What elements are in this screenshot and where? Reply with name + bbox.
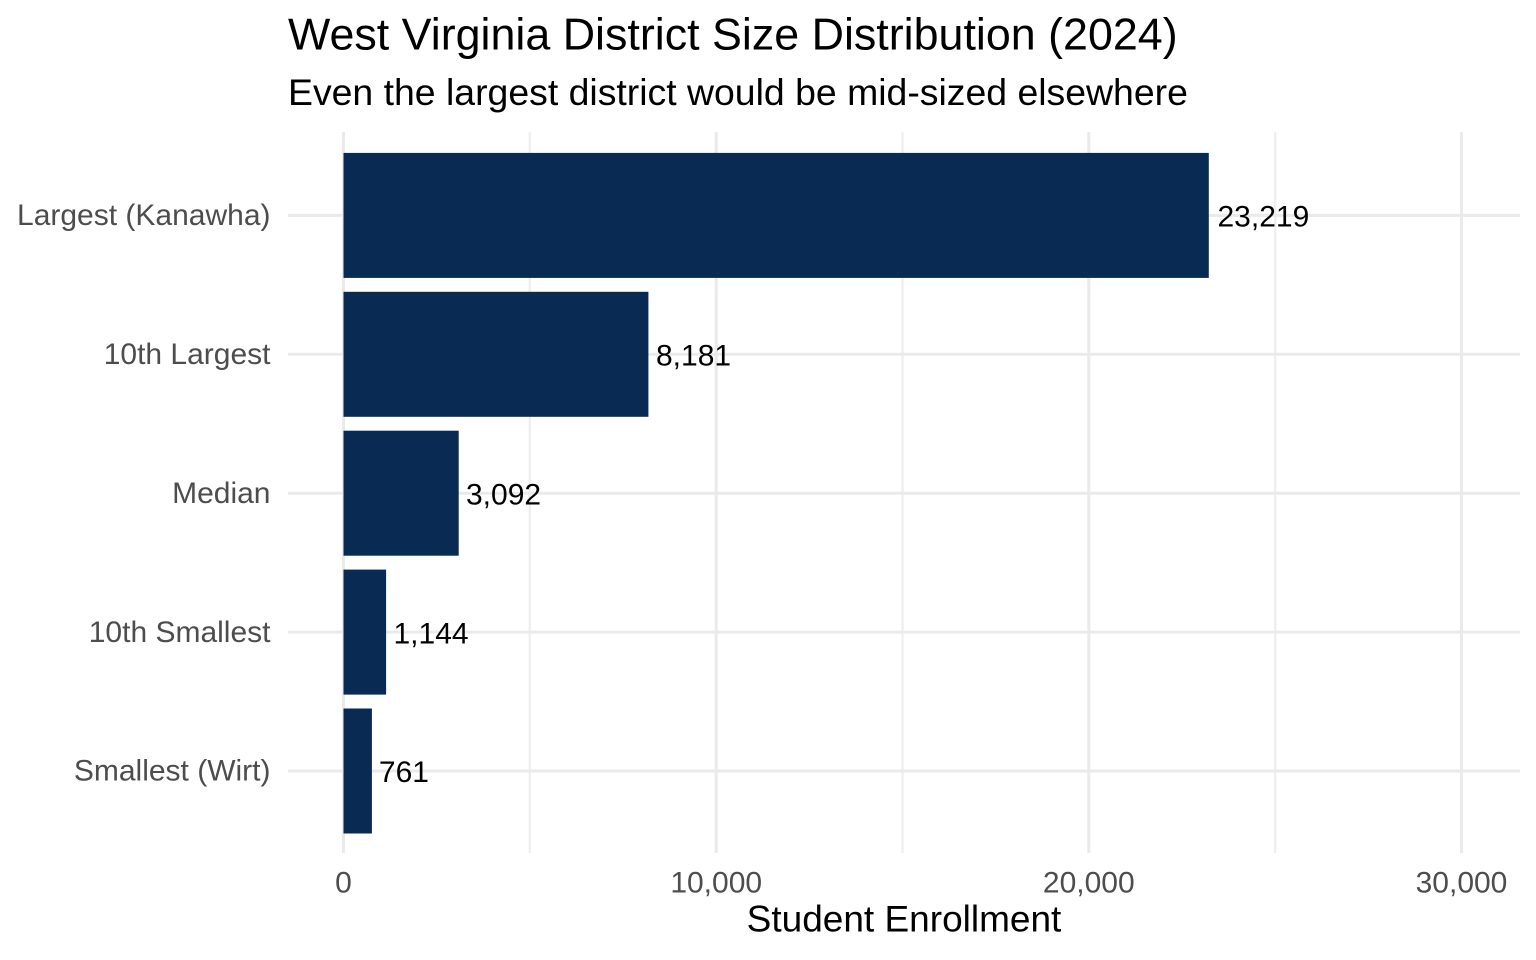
svg-text:10,000: 10,000 bbox=[670, 867, 762, 900]
svg-text:West Virginia District Size Di: West Virginia District Size Distribution… bbox=[288, 10, 1178, 60]
svg-text:8,181: 8,181 bbox=[656, 340, 731, 373]
svg-text:Median: Median bbox=[172, 477, 270, 510]
svg-text:20,000: 20,000 bbox=[1043, 867, 1135, 900]
svg-text:23,219: 23,219 bbox=[1218, 201, 1310, 234]
svg-text:Even the largest district woul: Even the largest district would be mid-s… bbox=[288, 71, 1188, 113]
svg-text:Largest (Kanawha): Largest (Kanawha) bbox=[17, 199, 270, 232]
svg-text:1,144: 1,144 bbox=[394, 617, 469, 650]
svg-text:Smallest (Wirt): Smallest (Wirt) bbox=[74, 755, 271, 788]
svg-text:Student Enrollment: Student Enrollment bbox=[747, 899, 1062, 940]
svg-text:0: 0 bbox=[335, 867, 352, 900]
svg-text:30,000: 30,000 bbox=[1416, 867, 1508, 900]
svg-text:3,092: 3,092 bbox=[466, 478, 541, 511]
svg-text:10th Smallest: 10th Smallest bbox=[89, 616, 271, 649]
svg-text:761: 761 bbox=[379, 756, 429, 789]
svg-text:10th Largest: 10th Largest bbox=[104, 338, 271, 371]
